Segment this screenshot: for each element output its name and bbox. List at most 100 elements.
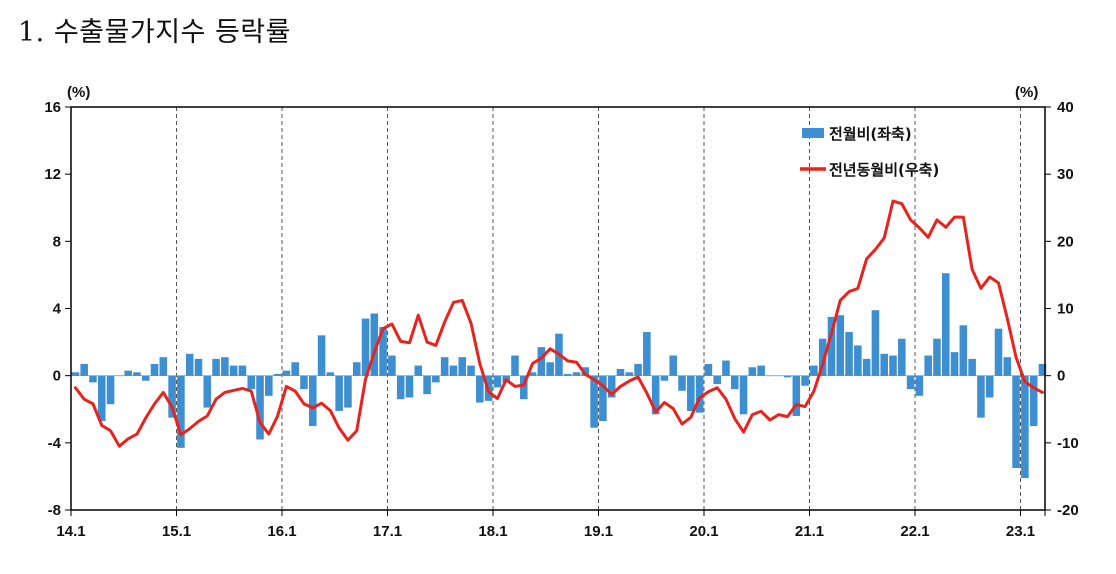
left-axis-unit: (%) xyxy=(67,84,90,101)
bar xyxy=(440,357,449,376)
x-tick-label: 23.1 xyxy=(1006,523,1035,540)
bar xyxy=(1012,375,1020,469)
bar xyxy=(388,355,396,376)
bar xyxy=(308,375,317,427)
bar xyxy=(950,352,959,376)
bar xyxy=(405,375,414,398)
bar xyxy=(265,375,273,396)
bar xyxy=(511,355,519,376)
bar xyxy=(528,372,537,376)
bar xyxy=(361,318,370,376)
page-title: 1. 수출물가지수 등락률 xyxy=(18,17,291,48)
bar xyxy=(783,375,792,378)
bar xyxy=(80,363,88,376)
bar xyxy=(651,375,660,415)
x-tick-label: 17.1 xyxy=(373,523,402,540)
bar xyxy=(1038,363,1047,376)
bar xyxy=(643,332,651,376)
bar xyxy=(854,345,862,376)
bar xyxy=(599,375,607,422)
bar xyxy=(730,375,739,390)
bar xyxy=(150,363,159,376)
bar xyxy=(291,362,299,376)
right-tick-label: 10 xyxy=(1057,301,1074,318)
bar xyxy=(695,375,704,413)
bar xyxy=(370,313,379,376)
bar xyxy=(985,375,994,398)
bar xyxy=(476,375,484,403)
left-axis-ticks: 16 12 8 4 0 -4 -8 xyxy=(44,99,71,519)
bar xyxy=(97,375,106,422)
bar xyxy=(519,375,528,400)
bar xyxy=(722,360,730,376)
bar xyxy=(1029,375,1038,427)
bar xyxy=(256,375,264,440)
legend: 전월비(좌축) 전년동월비(우축) xyxy=(800,125,939,179)
bar xyxy=(106,375,115,405)
bar xyxy=(678,375,686,391)
right-tick-label: 0 xyxy=(1057,368,1065,385)
bar xyxy=(687,375,695,411)
bar xyxy=(247,375,256,390)
bar xyxy=(994,328,1003,376)
bar xyxy=(818,338,827,376)
bar xyxy=(924,355,932,376)
bar xyxy=(546,362,554,376)
right-axis-ticks: 40 30 20 10 0 -10 -20 xyxy=(1045,99,1079,519)
bar xyxy=(493,375,502,388)
bar xyxy=(739,375,748,415)
bar xyxy=(704,363,713,376)
bar-series xyxy=(71,273,1047,479)
bar xyxy=(467,365,475,376)
left-tick-label: 8 xyxy=(53,233,61,250)
x-tick-label: 21.1 xyxy=(795,523,824,540)
bar xyxy=(889,355,897,376)
bar xyxy=(168,375,176,418)
bar xyxy=(396,375,405,400)
bar xyxy=(572,372,581,376)
bar xyxy=(625,372,634,376)
bar xyxy=(713,375,721,385)
bar xyxy=(379,326,387,376)
bar xyxy=(941,273,950,376)
x-tick-label: 18.1 xyxy=(478,523,507,540)
bar xyxy=(968,358,976,376)
bar xyxy=(898,338,906,376)
bar xyxy=(159,357,168,376)
bar xyxy=(862,358,871,376)
right-tick-label: 30 xyxy=(1057,166,1074,183)
bar xyxy=(414,365,423,376)
bar xyxy=(660,375,669,381)
bar xyxy=(89,375,97,383)
bar xyxy=(133,372,141,376)
bar xyxy=(977,375,985,418)
bar xyxy=(238,365,247,376)
left-tick-label: 12 xyxy=(44,166,61,183)
bar xyxy=(141,375,150,381)
bar xyxy=(194,358,203,376)
x-tick-label: 22.1 xyxy=(900,523,929,540)
bar xyxy=(124,370,132,376)
bar xyxy=(185,353,194,376)
bar xyxy=(634,363,642,376)
bar xyxy=(344,375,352,408)
bar xyxy=(212,358,220,376)
left-tick-label: 16 xyxy=(44,99,61,116)
bar xyxy=(871,310,880,376)
x-tick-label: 19.1 xyxy=(584,523,613,540)
bar xyxy=(607,375,616,398)
legend-bar-swatch xyxy=(802,128,824,138)
x-tick-label: 14.1 xyxy=(56,523,85,540)
bar xyxy=(221,357,229,376)
x-tick-label: 16.1 xyxy=(267,523,296,540)
bar xyxy=(581,367,590,376)
bar xyxy=(458,357,467,376)
line-series xyxy=(73,199,1044,448)
bar xyxy=(757,365,765,376)
legend-line-label: 전년동월비(우축) xyxy=(829,161,939,179)
bar xyxy=(282,370,291,376)
left-tick-label: 4 xyxy=(53,301,62,318)
bar xyxy=(432,375,440,383)
bar xyxy=(229,365,238,376)
